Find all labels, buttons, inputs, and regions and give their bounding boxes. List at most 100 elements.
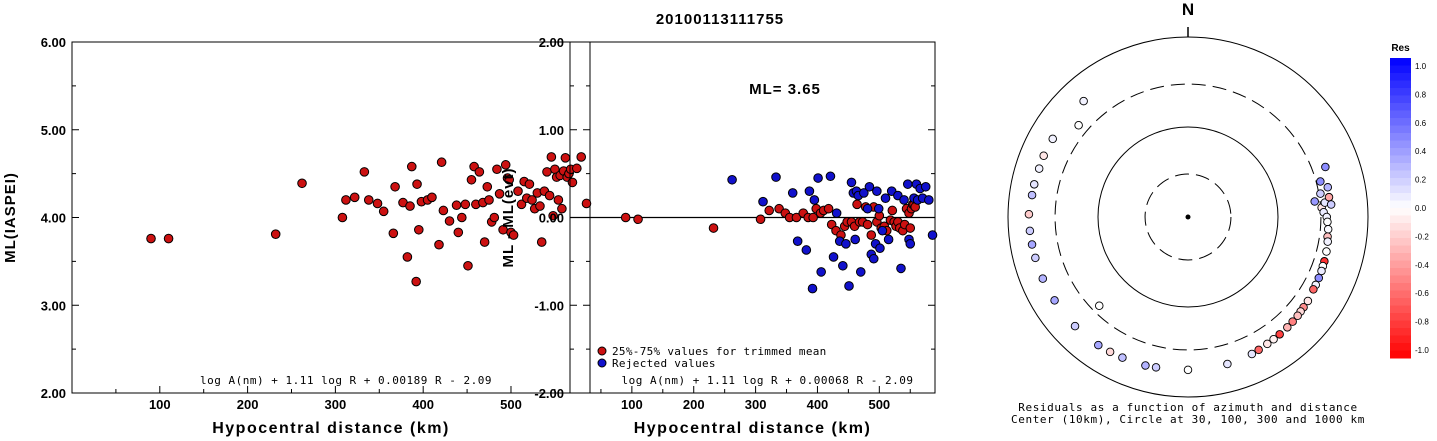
data-point: [494, 189, 505, 199]
data-point: [405, 201, 415, 211]
data-point: [792, 236, 803, 246]
colorbar-segment: [1390, 73, 1411, 81]
residual-point: [1105, 347, 1115, 357]
data-point: [513, 186, 523, 196]
x-axis-label: Hypocentral distance (km): [634, 420, 872, 437]
data-point: [877, 225, 888, 236]
data-point: [349, 192, 360, 203]
data-point: [270, 229, 281, 239]
data-point: [864, 181, 875, 192]
residual-point: [1183, 365, 1193, 375]
residual-point: [1303, 296, 1313, 306]
colorbar-segment: [1390, 163, 1411, 171]
colorbar-tick-label: 0.4: [1415, 147, 1427, 156]
data-point: [451, 200, 462, 211]
residual-point: [1310, 197, 1319, 206]
data-point: [771, 172, 781, 182]
data-point: [855, 267, 866, 277]
data-point: [535, 201, 545, 211]
formula-label: log A(nm) + 1.11 log R + 0.00068 R - 2.0…: [621, 374, 913, 387]
data-point: [500, 160, 511, 170]
y-tick-label: -2.00: [534, 386, 564, 401]
x-tick-label: 100: [149, 397, 171, 412]
residual-point: [1070, 321, 1080, 331]
colorbar-segment: [1390, 260, 1411, 269]
colorbar-segment: [1390, 238, 1411, 246]
residual-point: [1309, 285, 1318, 294]
x-tick-label: 400: [412, 397, 434, 412]
colorbar-segment: [1390, 253, 1411, 261]
data-point: [868, 253, 879, 264]
colorbar-segment: [1390, 65, 1411, 74]
data-point: [791, 212, 802, 223]
y-tick-label: 2.00: [41, 386, 66, 401]
residual-point: [1031, 253, 1040, 263]
residual-point: [1263, 339, 1272, 349]
residual-point: [1151, 363, 1161, 372]
data-point: [902, 179, 913, 189]
residual-point: [1254, 345, 1263, 355]
y-tick-label: -1.00: [534, 298, 564, 313]
data-point: [527, 195, 537, 205]
residual-point: [1317, 266, 1326, 276]
data-point: [841, 239, 851, 249]
data-point: [484, 195, 494, 205]
data-point: [825, 171, 836, 182]
data-point: [764, 205, 775, 216]
y-axis-label: ML(IASPEI): [2, 172, 19, 263]
residual-point: [1323, 237, 1332, 246]
data-point: [883, 234, 894, 245]
residual-point: [1074, 120, 1083, 130]
colorbar-segment: [1390, 110, 1411, 119]
data-point: [920, 181, 931, 192]
data-point: [508, 230, 519, 240]
data-point: [402, 252, 413, 262]
data-point: [504, 174, 515, 185]
data-point: [576, 152, 587, 162]
polar-caption-line2: Center (10km), Circle at 30, 100, 300 an…: [1011, 413, 1365, 426]
data-point: [873, 203, 884, 214]
figure-title: 20100113111755: [656, 11, 784, 28]
data-point: [838, 260, 848, 271]
data-point: [846, 177, 857, 188]
residual-point: [1025, 226, 1035, 236]
colorbar-segment: [1390, 118, 1411, 126]
x-tick-label: 100: [621, 397, 643, 412]
residual-point: [1039, 151, 1048, 160]
residual-point: [1323, 217, 1332, 227]
colorbar-tick-label: 0.6: [1415, 119, 1427, 128]
colorbar-segment: [1390, 350, 1411, 359]
colorbar-segment: [1390, 170, 1411, 179]
colorbar-segment: [1390, 58, 1411, 66]
colorbar-segment: [1390, 230, 1411, 239]
residual-point: [1288, 317, 1297, 326]
x-tick-label: 200: [683, 397, 705, 412]
data-point: [388, 228, 399, 239]
data-point: [896, 263, 906, 274]
residual-point: [1029, 180, 1039, 189]
data-point: [337, 212, 348, 223]
colorbar-tick-label: -0.2: [1415, 232, 1429, 241]
data-point: [482, 181, 493, 192]
colorbar-tick-label: 0.0: [1415, 204, 1427, 213]
colorbar-segment: [1390, 268, 1411, 276]
x-tick-label: 300: [745, 397, 767, 412]
data-point: [807, 283, 818, 294]
y-tick-label: 4.00: [41, 211, 66, 226]
colorbar-segment: [1390, 335, 1411, 344]
data-point: [457, 212, 467, 223]
y-tick-label: 3.00: [41, 298, 66, 313]
data-point: [524, 179, 535, 189]
x-axis-label: Hypocentral distance (km): [212, 420, 450, 437]
data-point: [620, 212, 631, 223]
ml-vs-distance-chart: 100 200 300 400 500 2.00 3.00 4.00 5.00 6.00 Hypoc…: [2, 35, 592, 437]
data-point: [557, 203, 567, 214]
x-tick-label: 200: [237, 397, 259, 412]
colorbar-segment: [1390, 95, 1411, 104]
data-point: [453, 227, 464, 238]
residual-point: [1050, 296, 1059, 305]
data-point: [872, 186, 882, 196]
colorbar-segment: [1390, 88, 1411, 96]
legend-label: 25%-75% values for trimmed mean: [612, 345, 827, 358]
data-point: [542, 167, 552, 177]
